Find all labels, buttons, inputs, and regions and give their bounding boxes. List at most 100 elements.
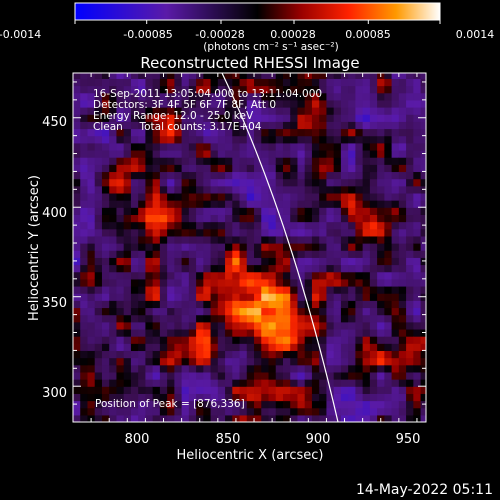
heatmap-cell [413,264,422,273]
heatmap-cell [159,379,168,387]
heatmap-cell [377,149,385,158]
heatmap-cell [217,73,226,79]
heatmap-cell [138,250,147,258]
heatmap-cell [174,185,183,194]
heatmap-cell [116,192,125,201]
heatmap-cell [261,314,270,323]
heatmap-cell [181,314,190,323]
heatmap-cell [87,300,96,309]
annotation-counts: Clean Total counts: 3.17E+04 [93,121,262,133]
heatmap-cell [290,114,299,122]
heatmap-cell [246,314,255,323]
heatmap-cell [348,164,356,173]
heatmap-cell [101,321,110,330]
heatmap-cell [333,379,342,387]
heatmap-cell [123,107,132,115]
heatmap-cell [355,107,364,115]
heatmap-cell [326,357,335,366]
heatmap-cell [73,343,81,352]
heatmap-cell [311,314,320,323]
heatmap-cell [152,214,161,223]
heatmap-cell [290,142,299,151]
heatmap-cell [355,393,364,402]
heatmap-cell [145,121,154,130]
heatmap-cell [340,264,349,273]
heatmap-cell [319,379,328,387]
heatmap-cell [232,228,241,237]
heatmap-cell [101,207,110,215]
heatmap-cell [391,142,400,151]
heatmap-cell [80,192,89,201]
heatmap-cell [261,78,270,87]
heatmap-cell [362,379,371,387]
heatmap-cell [101,135,110,144]
heatmap-cell [225,321,233,330]
heatmap-cell [275,192,284,201]
heatmap-cell [355,142,364,151]
heatmap-cell [109,107,118,115]
heatmap-cell [203,293,212,301]
heatmap-cell [101,221,110,230]
heatmap-cell [268,142,277,151]
heatmap-cell [406,264,414,273]
heatmap-cell [130,185,139,194]
heatmap-cell [297,350,306,359]
heatmap-cell [239,171,248,180]
heatmap-cell [340,300,349,309]
heatmap-cell [123,243,132,251]
heatmap-cell [420,85,426,94]
heatmap-cell [326,371,335,380]
heatmap-cell [138,228,147,237]
heatmap-cell [413,250,422,258]
heatmap-cell [246,350,255,359]
heatmap-cell [87,149,96,158]
heatmap-cell [181,271,190,280]
heatmap-cell [261,250,270,258]
heatmap-cell [362,414,371,422]
heatmap-cell [398,192,407,201]
heatmap-cell [282,250,291,258]
heatmap-cell [174,178,183,187]
heatmap-cell [109,357,118,366]
heatmap-cell [333,99,342,108]
heatmap-cell [398,214,407,223]
heatmap-cell [362,336,371,344]
heatmap-cell [297,414,306,422]
heatmap-cell [377,228,385,237]
heatmap-cell [311,185,320,194]
heatmap-cell [167,149,175,158]
heatmap-cell [181,128,190,137]
heatmap-cell [333,364,342,373]
heatmap-cell [138,357,147,366]
heatmap-cell [94,285,103,294]
heatmap-cell [101,99,110,108]
heatmap-cell [116,357,125,366]
heatmap-cell [384,278,393,287]
heatmap-cell [406,200,414,208]
heatmap-cell [355,336,364,344]
heatmap-cell [232,386,241,394]
heatmap-cell [181,300,190,309]
heatmap-cell [297,107,306,115]
heatmap-cell [159,121,168,130]
heatmap-cell [377,178,385,187]
heatmap-cell [203,371,212,380]
heatmap-cell [413,207,422,215]
heatmap-cell [232,128,241,137]
heatmap-cell [290,343,299,352]
heatmap-cell [275,393,284,402]
heatmap-cell [109,185,118,194]
heatmap-cell [152,386,161,394]
heatmap-cell [406,293,414,301]
heatmap-cell [138,235,147,244]
heatmap-cell [159,350,168,359]
heatmap-cell [167,250,175,258]
heatmap-cell [355,321,364,330]
heatmap-cell [391,73,400,79]
heatmap-cell [319,128,328,137]
heatmap-cell [232,314,241,323]
heatmap-cell [174,135,183,144]
heatmap-cell [268,149,277,158]
heatmap-cell [152,293,161,301]
heatmap-cell [391,328,400,337]
